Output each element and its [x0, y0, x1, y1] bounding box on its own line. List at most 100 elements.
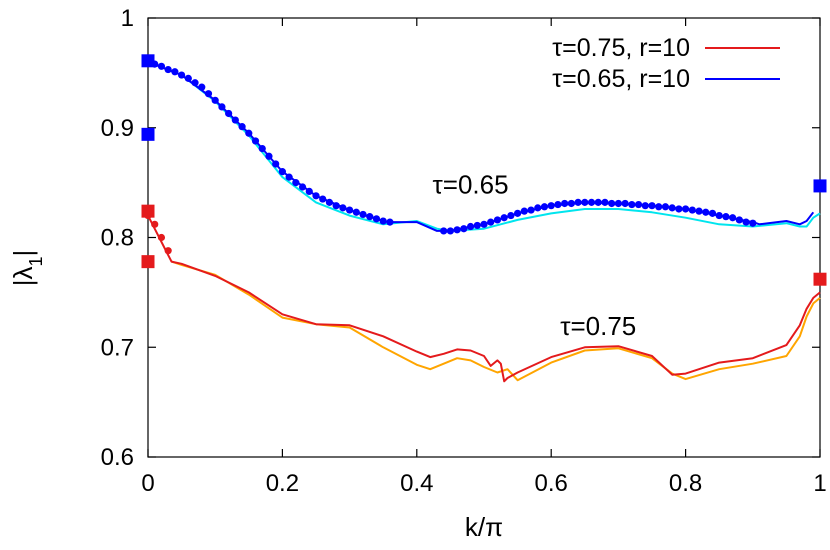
data-point — [480, 220, 488, 228]
annotations: τ=0.65 τ=0.75 — [433, 170, 637, 342]
series-line — [180, 74, 821, 232]
endpoint-square — [141, 204, 155, 218]
x-tick-label: 0.8 — [669, 470, 702, 497]
data-point — [453, 226, 461, 234]
data-point — [708, 209, 717, 217]
data-point — [641, 202, 649, 210]
data-point — [164, 247, 172, 255]
data-point — [292, 179, 300, 187]
data-point — [493, 216, 502, 224]
data-point — [668, 204, 676, 212]
data-point — [258, 145, 266, 153]
data-point — [688, 206, 696, 214]
axis-labels: k/π |λ1| — [8, 250, 503, 542]
data-point — [587, 198, 596, 206]
y-axis-label-main: |λ — [8, 267, 38, 287]
x-axis-label: k/π — [465, 512, 503, 542]
data-point — [460, 225, 468, 233]
data-point — [695, 207, 703, 215]
data-point — [359, 210, 367, 219]
endpoint-square — [813, 272, 827, 286]
data-point — [487, 218, 495, 226]
data-point — [204, 90, 213, 98]
data-point — [157, 62, 166, 70]
data-point — [567, 199, 575, 208]
data-point — [749, 219, 757, 227]
series-line — [147, 60, 815, 232]
y-axis-label: |λ1| — [8, 250, 46, 287]
data-point — [554, 200, 562, 209]
data-point — [386, 218, 394, 226]
legend-label: τ=0.75, r=10 — [552, 34, 690, 62]
data-point — [628, 200, 636, 209]
data-point — [648, 202, 656, 210]
data-point — [198, 83, 206, 91]
data-point — [211, 96, 219, 104]
data-point — [500, 214, 508, 222]
data-point — [339, 204, 347, 212]
endpoint-square — [141, 127, 155, 141]
curve-annotation: τ=0.75 — [560, 311, 636, 341]
data-point — [675, 205, 683, 213]
data-point — [352, 208, 360, 216]
y-tick-label: 0.8 — [101, 225, 134, 252]
data-point — [594, 198, 602, 206]
data-point — [466, 222, 475, 231]
x-tick-label: 1 — [813, 470, 826, 497]
data-point — [245, 129, 253, 137]
y-axis-label-sub: 1 — [26, 256, 46, 266]
data-point — [715, 211, 723, 220]
data-point — [527, 206, 535, 214]
data-point — [634, 200, 643, 209]
endpoint-square — [141, 54, 155, 68]
data-point — [440, 227, 448, 235]
data-point — [735, 216, 743, 224]
data-point — [366, 213, 374, 221]
data-point — [601, 198, 609, 206]
data-point — [325, 198, 334, 206]
data-point — [742, 218, 750, 226]
data-point — [372, 215, 381, 223]
endpoint-square — [141, 255, 155, 269]
y-axis-label-close: | — [8, 250, 38, 257]
data-point — [655, 203, 663, 211]
data-point — [251, 137, 260, 145]
data-point — [722, 213, 730, 221]
data-point — [346, 206, 354, 214]
data-point — [191, 79, 199, 87]
data-point — [520, 207, 528, 215]
data-point — [581, 198, 589, 206]
data-point — [151, 220, 159, 228]
data-point — [305, 187, 313, 196]
data-point — [319, 195, 327, 203]
data-point — [171, 68, 179, 76]
data-point — [661, 203, 670, 211]
data-point — [561, 199, 569, 208]
data-point — [265, 152, 273, 160]
data-point — [574, 198, 582, 206]
x-tick-label: 0.4 — [400, 470, 433, 497]
data-point — [184, 74, 192, 82]
data-point — [225, 109, 233, 118]
data-point — [540, 203, 549, 211]
axis-ticks: 0 0.2 0.4 0.6 0.8 1 0.6 0.7 0.8 0.9 1 — [101, 5, 827, 497]
data-point — [507, 211, 515, 220]
y-tick-label: 0.6 — [101, 444, 134, 471]
legend-label: τ=0.65, r=10 — [552, 65, 690, 93]
y-tick-label: 0.9 — [101, 115, 134, 142]
data-point — [608, 199, 616, 208]
data-point — [178, 71, 186, 79]
data-point — [614, 199, 623, 208]
data-point — [231, 116, 239, 124]
series-line — [147, 215, 821, 383]
y-tick-label: 1 — [121, 5, 134, 32]
data-point — [285, 173, 293, 181]
curve-annotation: τ=0.65 — [433, 170, 509, 200]
data-point — [298, 183, 307, 191]
endpoint-square — [813, 179, 827, 193]
x-tick-label: 0.2 — [266, 470, 299, 497]
data-point — [238, 123, 246, 131]
x-tick-label: 0.6 — [535, 470, 568, 497]
data-point — [446, 227, 454, 235]
